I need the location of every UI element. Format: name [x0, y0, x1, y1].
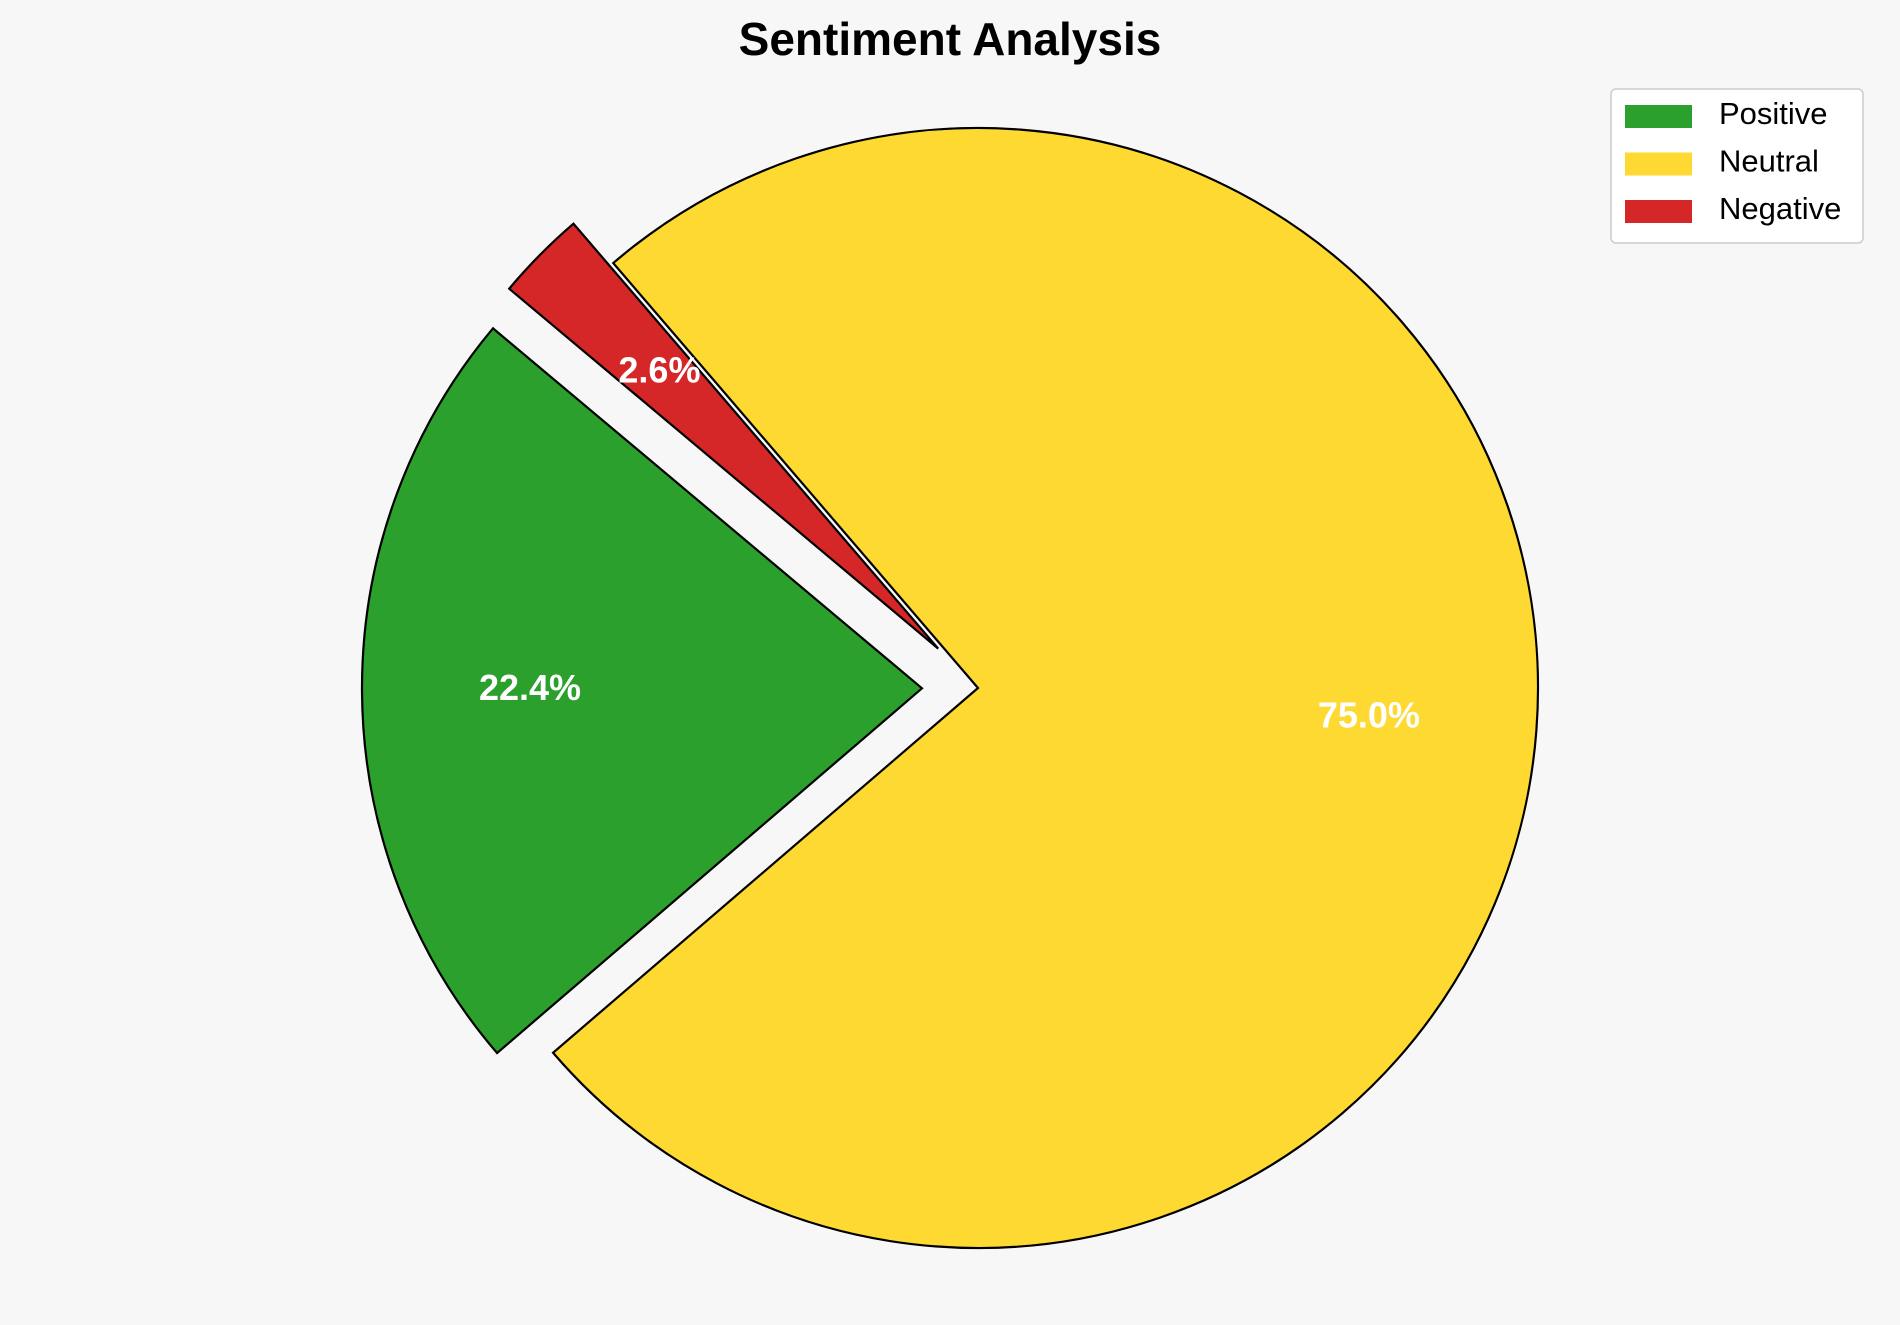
slice-label-negative: 2.6%	[618, 350, 700, 391]
chart-title: Sentiment Analysis	[739, 13, 1162, 65]
legend-swatch-negative	[1625, 200, 1692, 223]
pie-slices	[360, 126, 1540, 1250]
legend-swatch-neutral	[1625, 152, 1692, 176]
legend: Positive Neutral Negative	[1610, 88, 1864, 244]
legend-label-positive: Positive	[1719, 96, 1828, 131]
legend-label-neutral: Neutral	[1719, 144, 1819, 179]
pie-slice-labels: 22.4% 75.0% 2.6%	[479, 350, 1420, 736]
pie-slice-negative	[507, 222, 940, 650]
legend-label-negative: Negative	[1719, 191, 1841, 226]
slice-label-neutral: 75.0%	[1318, 694, 1420, 735]
slice-label-positive: 22.4%	[479, 667, 581, 708]
pie-slice-positive	[360, 326, 924, 1055]
pie-slice-neutral	[551, 126, 1540, 1250]
legend-swatch-positive	[1625, 105, 1692, 128]
